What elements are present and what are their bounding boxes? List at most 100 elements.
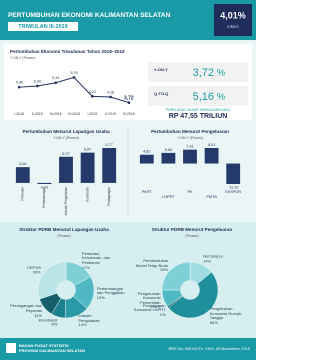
footer-org: BADAN PUSAT STATISTIK: [19, 343, 69, 348]
x-tick-label: II-2019: [105, 112, 116, 116]
header-band: [0, 0, 256, 40]
pdrb-value: RP 47,55 TRILIUN: [169, 113, 228, 120]
chart-subtitle: (Persen): [185, 234, 198, 238]
x-tick-label: Konstruksi: [85, 187, 89, 202]
logo: [6, 343, 16, 353]
pie-label: Pengeluaran Konsumsi Rumah Tangga 50%: [209, 306, 244, 325]
slice-value: 10%: [152, 304, 161, 310]
slice-value: 25%: [160, 267, 169, 273]
slice-name: Pengeluaran Konsumsi LNPRT: [133, 302, 166, 313]
x-tick-label: LNPRT: [162, 195, 175, 199]
ctoc-value: 4,01%: [220, 10, 246, 20]
slice-value: 50%: [209, 319, 218, 325]
yoy-box: [148, 62, 248, 82]
slice-name: Pertanian, Kehutanan, dan Perikanan: [81, 250, 111, 265]
pie-label: Konstruksi 8%: [23, 317, 58, 327]
slice-name: Industri Pengolahan: [78, 313, 100, 323]
chart-title: Pertumbuhan Menurut Lapangan Usaha: [22, 129, 109, 134]
value-label: 5,07: [62, 152, 69, 156]
bar: [80, 152, 95, 183]
point: [109, 95, 112, 99]
bar: [183, 149, 197, 164]
bar: [139, 154, 154, 164]
slice-value: 1%: [159, 312, 166, 318]
pdrb-label: PDRB ATAS DASAR HARGA BERLAKU: [166, 108, 231, 112]
bar: [37, 182, 52, 184]
x-tick-label: Pertanian: [21, 187, 25, 201]
x-tick-label: III-2018: [50, 112, 62, 116]
qtoq-value: 5,16: [193, 91, 214, 103]
chart-title: Struktur PDRB Menurut Pengeluaran: [152, 227, 233, 232]
x-tick-label: PK: [187, 190, 193, 194]
value-label: 4,23: [89, 90, 96, 94]
pie-label: Pengeluaran Konsumsi Pemerintah 10%: [127, 291, 161, 309]
x-tick-label: I-2019: [87, 112, 97, 116]
chart-subtitle: (Persen): [57, 234, 70, 238]
pie-label: Pembentukan Modal Tetap Bruto 25%: [134, 258, 169, 273]
slice-name: Lainnya: [26, 264, 41, 270]
bar: [204, 148, 219, 164]
value-label: 8,51: [208, 143, 215, 147]
x-tick-label: PKRT: [142, 190, 153, 194]
canvas: PERTUMBUHAN EKONOMI KALIMANTAN SELATAN T…: [0, 0, 256, 360]
pie-hole: [180, 280, 200, 300]
x-tick-label: III-2019: [123, 112, 135, 116]
point: [127, 101, 131, 104]
pie-slice: [161, 261, 191, 291]
yoy-label: Y-ON-Y: [154, 67, 168, 72]
slice-name: Net Ekspor: [203, 253, 223, 259]
value-label: 6,77: [106, 143, 113, 147]
slice-name: Pengeluaran Konsumsi Pemerintah: [137, 290, 161, 305]
chart-subtitle: Y-ON-Y (Persen): [53, 136, 78, 140]
chart-title: Pertumbuhan Menurut Pengeluaran: [151, 129, 229, 134]
x-tick-label: IV-2018: [68, 112, 80, 116]
x-tick-label: I-2018: [14, 112, 24, 116]
value-label: 5,08: [34, 79, 41, 83]
ctoc-box: [214, 4, 252, 36]
slice-value: 11%: [34, 312, 42, 318]
point: [72, 76, 76, 79]
slice-value: 17%: [81, 264, 90, 270]
slice-value: 19%: [96, 295, 105, 301]
slice-name: Perdagangan dan Reparasi: [10, 303, 42, 314]
chart-title: Struktur PDRB Menurut Lapangan Usaha: [19, 227, 109, 232]
value-label: 5,84: [165, 148, 172, 152]
qtoq-unit: %: [217, 91, 225, 101]
value-label: 5,34: [52, 76, 59, 80]
slice-name: Pengeluaran Konsumsi Rumah Tangga: [209, 306, 242, 321]
value-label: 4,18: [107, 90, 114, 94]
chart-subtitle: Y-ON-Y (Persen): [177, 136, 202, 140]
qtoq-box: [148, 86, 248, 106]
point: [17, 85, 21, 89]
value-label: 4,98: [16, 81, 23, 85]
infographic: PERTUMBUHAN EKONOMI KALIMANTAN SELATAN T…: [0, 0, 256, 360]
period-box: [8, 22, 78, 31]
pie-label: Lainnya 30%: [7, 264, 41, 275]
value-label: 5,78: [71, 71, 78, 75]
pie-label: Pertambangan dan Penggalian 19%: [96, 286, 131, 301]
value-label: -11,20: [228, 186, 238, 190]
x-tick-label: II-2018: [32, 112, 43, 116]
header-title: PERTUMBUHAN EKONOMI KALIMANTAN SELATAN: [8, 12, 171, 19]
bar: [161, 152, 176, 164]
ctoc-label: c-to-c: [227, 24, 239, 29]
pie-label: Net Ekspor 14%: [203, 253, 237, 264]
value-label: 7,61: [186, 145, 193, 149]
x-tick-label: PMTB: [206, 195, 217, 199]
bar: [59, 156, 73, 183]
chart-subtitle: Y-ON-Y (Persen): [10, 56, 35, 60]
x-tick-label: Industri Pengolahan: [64, 187, 68, 216]
footer-band: [0, 338, 256, 360]
value-label: 5,87: [84, 148, 91, 152]
qtoq-label: Q-TO-Q: [154, 91, 168, 96]
slice-name: Konstruksi: [38, 317, 58, 323]
value-label: 3,72: [124, 95, 134, 101]
yoy-unit: %: [217, 67, 225, 77]
slice-value: 30%: [32, 269, 41, 275]
slice-value: 14%: [203, 258, 212, 264]
pie-label: Pertanian, Kehutanan, dan Perikanan 17%: [81, 250, 116, 270]
bar: [226, 163, 241, 184]
slice-value: 8%: [51, 321, 58, 327]
pie-label: Industri Pengolahan 14%: [78, 313, 112, 328]
footer-org-sub: PROVINSI KALIMANTAN SELATAN: [19, 348, 85, 353]
